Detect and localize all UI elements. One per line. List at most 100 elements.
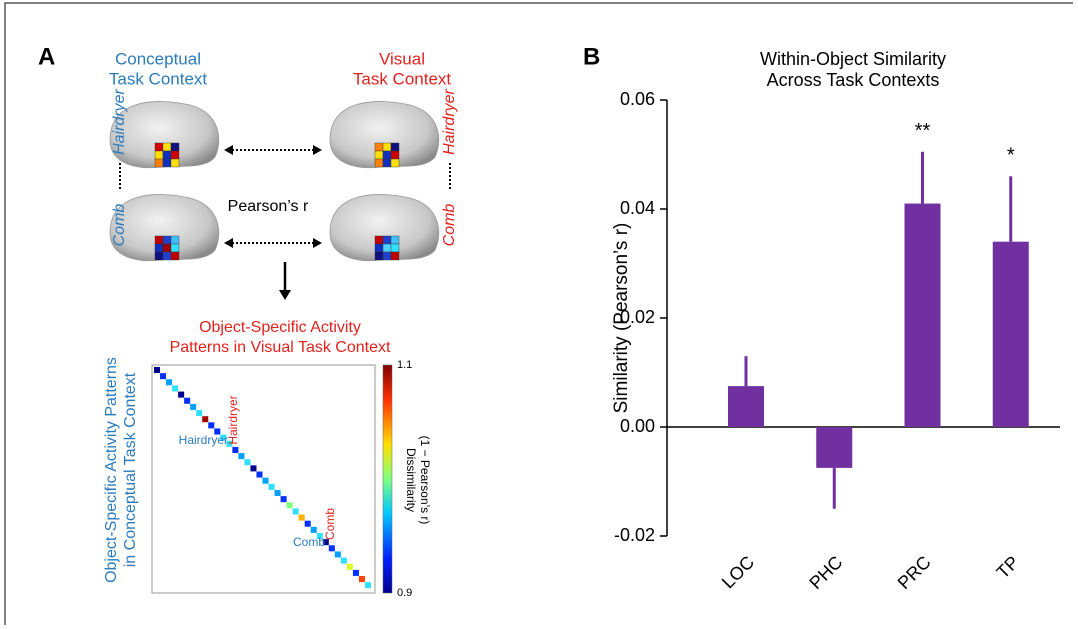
diagonal-cell bbox=[358, 576, 365, 583]
row-label: Comb bbox=[293, 535, 325, 549]
bar bbox=[992, 241, 1029, 427]
pattern-cell bbox=[154, 235, 164, 245]
visual-title: Task Context bbox=[353, 69, 452, 88]
diagonal-cell bbox=[166, 379, 173, 386]
y-axis-label: Similarity (Pearson’s r) bbox=[611, 223, 632, 414]
colorbar bbox=[382, 364, 393, 594]
bar bbox=[904, 203, 941, 427]
bar bbox=[728, 386, 764, 427]
diagonal-cell bbox=[310, 526, 317, 533]
pattern-cell bbox=[390, 142, 400, 152]
diagonal-cell bbox=[172, 385, 179, 392]
pattern-cell bbox=[382, 251, 392, 261]
diagonal-cell bbox=[220, 434, 227, 441]
pattern-cell bbox=[162, 243, 172, 253]
matrix-side-title: Object-Specific Activity Patterns bbox=[103, 357, 120, 583]
diagonal-cell bbox=[154, 367, 161, 374]
diagonal-cell bbox=[160, 373, 167, 380]
panel-label: A bbox=[38, 43, 55, 70]
pattern-cell bbox=[390, 158, 400, 168]
pattern-cell bbox=[170, 235, 180, 245]
diagonal-cell bbox=[214, 428, 221, 435]
diagonal-cell bbox=[244, 459, 251, 466]
chart-title: Across Task Contexts bbox=[767, 70, 940, 90]
pattern-cell bbox=[382, 158, 392, 168]
diagonal-cell bbox=[316, 533, 323, 540]
diagonal-cell bbox=[304, 520, 311, 527]
pattern-cell bbox=[154, 150, 164, 160]
pattern-cell bbox=[374, 150, 384, 160]
panel-label: B bbox=[583, 43, 600, 70]
object-label: Comb bbox=[441, 204, 458, 247]
diagonal-cell bbox=[280, 496, 287, 503]
pattern-cell bbox=[390, 243, 400, 253]
concept-title: Task Context bbox=[109, 69, 208, 88]
diagonal-cell bbox=[250, 465, 257, 472]
y-tick-label: 0.04 bbox=[620, 198, 655, 218]
y-tick-label: -0.02 bbox=[614, 525, 655, 545]
pattern-cell bbox=[154, 243, 164, 253]
colorbar-tick: 1.1 bbox=[397, 359, 412, 371]
diagonal-cell bbox=[328, 545, 335, 552]
diagonal-cell bbox=[178, 391, 185, 398]
col-label: Hairdryer bbox=[226, 395, 240, 444]
pattern-cell bbox=[154, 158, 164, 168]
diagonal-cell bbox=[340, 557, 347, 564]
diagonal-cell bbox=[232, 446, 239, 453]
brain bbox=[109, 101, 220, 169]
diagonal-cell bbox=[274, 489, 281, 496]
pattern-cell bbox=[390, 150, 400, 160]
pattern-cell bbox=[374, 243, 384, 253]
diagonal-cell bbox=[190, 403, 197, 410]
pattern-cell bbox=[170, 251, 180, 261]
pattern-cell bbox=[390, 235, 400, 245]
pattern-cell bbox=[374, 158, 384, 168]
object-label: Hairdryer bbox=[111, 88, 128, 154]
diagonal-cell bbox=[184, 397, 191, 404]
bar bbox=[816, 427, 853, 468]
colorbar-tick: 0.9 bbox=[397, 587, 412, 599]
colorbar-title: Dissimilarity bbox=[404, 448, 418, 512]
x-tick-label: PRC bbox=[894, 552, 935, 593]
x-tick-label: LOC bbox=[718, 552, 758, 592]
diagonal-cell bbox=[292, 508, 299, 515]
pattern-cell bbox=[170, 142, 180, 152]
y-tick-label: 0.06 bbox=[620, 89, 655, 109]
pattern-cell bbox=[170, 158, 180, 168]
brain bbox=[329, 101, 440, 169]
object-label: Comb bbox=[111, 204, 128, 247]
y-tick-label: 0.00 bbox=[620, 416, 655, 436]
pattern-cell bbox=[162, 251, 172, 261]
diagonal-cell bbox=[238, 453, 245, 460]
significance: * bbox=[1007, 145, 1015, 167]
diagonal-cell bbox=[352, 569, 359, 576]
arrow-head bbox=[279, 290, 291, 300]
diagonal-cell bbox=[208, 422, 215, 429]
pattern-cell bbox=[382, 235, 392, 245]
x-tick-label: TP bbox=[993, 552, 1023, 582]
matrix-title: Patterns in Visual Task Context bbox=[170, 339, 391, 356]
pattern-cell bbox=[162, 158, 172, 168]
diagonal-cell bbox=[346, 563, 353, 570]
pattern-cell bbox=[154, 142, 164, 152]
pattern-cell bbox=[162, 150, 172, 160]
pattern-cell bbox=[170, 243, 180, 253]
pearson-label: Pearson’s r bbox=[228, 198, 309, 215]
brain bbox=[109, 194, 220, 262]
brain bbox=[329, 194, 440, 262]
row-label: Hairdryer bbox=[179, 433, 228, 447]
significance: ** bbox=[915, 120, 931, 142]
diagonal-cell bbox=[286, 502, 293, 509]
frame bbox=[4, 2, 1073, 625]
visual-title: Visual bbox=[379, 49, 425, 68]
pattern-cell bbox=[382, 150, 392, 160]
diagonal-cell bbox=[268, 483, 275, 490]
diagonal-cell bbox=[364, 582, 371, 589]
col-label: Comb bbox=[323, 508, 337, 540]
chart-title: Within-Object Similarity bbox=[760, 49, 946, 69]
pattern-cell bbox=[382, 243, 392, 253]
object-label: Hairdryer bbox=[441, 88, 458, 154]
